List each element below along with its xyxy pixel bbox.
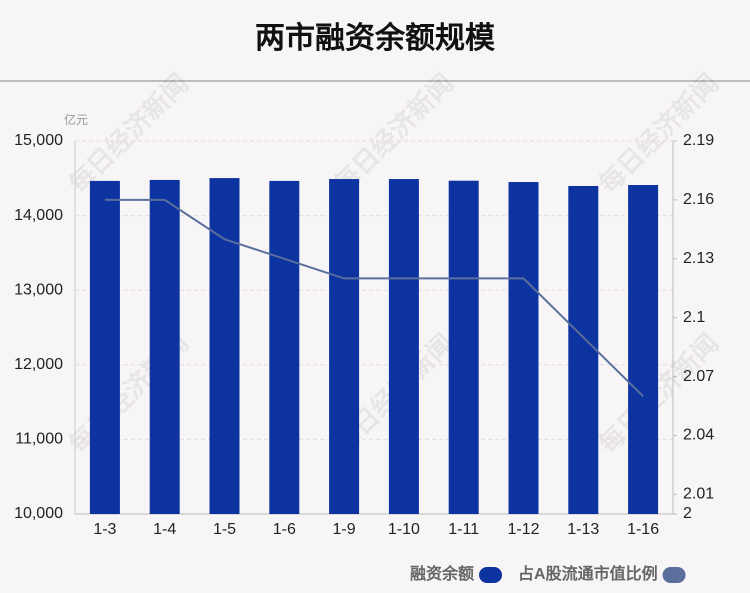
line bbox=[104, 198, 644, 397]
bar bbox=[89, 180, 120, 514]
y-unit: 亿元 bbox=[64, 112, 88, 127]
y2-tick-label: 2.16 bbox=[683, 191, 714, 208]
y2-tick-label: 2.1 bbox=[683, 309, 705, 326]
bar bbox=[628, 185, 659, 514]
y2-tick-label: 2.04 bbox=[683, 427, 714, 444]
x-tick-label: 1-11 bbox=[448, 521, 479, 538]
y2-tick-label: 2.13 bbox=[683, 250, 714, 267]
chart-title: 两市融资余额规模 bbox=[255, 21, 495, 55]
y-tick-label: 11,000 bbox=[15, 431, 63, 448]
y2-tick-label: 2 bbox=[683, 505, 692, 522]
bar bbox=[448, 180, 479, 514]
legend-swatch bbox=[662, 567, 686, 583]
legend-label: 占A股流通市值比例 bbox=[518, 564, 658, 583]
x-tick-label: 1-12 bbox=[507, 521, 539, 538]
bar bbox=[209, 178, 240, 514]
y2-tick-label: 2.07 bbox=[683, 368, 714, 385]
x-tick-label: 1-9 bbox=[333, 521, 356, 538]
x-tick-label: 1-13 bbox=[567, 521, 599, 538]
x-tick-label: 1-10 bbox=[388, 521, 420, 538]
bar bbox=[388, 179, 419, 514]
bar bbox=[568, 185, 599, 514]
legend-swatch bbox=[479, 567, 503, 583]
bar bbox=[149, 179, 180, 514]
y-tick-label: 10,000 bbox=[14, 505, 63, 522]
x-tick-label: 1-16 bbox=[627, 521, 659, 538]
x-tick-label: 1-4 bbox=[153, 521, 176, 538]
bar bbox=[508, 182, 539, 514]
y2-tick-label: 2.19 bbox=[683, 132, 714, 149]
x-tick-label: 1-3 bbox=[93, 521, 116, 538]
y-tick-label: 12,000 bbox=[14, 356, 63, 373]
x-tick-label: 1-5 bbox=[213, 521, 236, 538]
y-tick-label: 13,000 bbox=[14, 281, 63, 298]
y-tick-label: 15,000 bbox=[14, 132, 63, 149]
y-tick-label: 14,000 bbox=[14, 207, 63, 224]
bar bbox=[329, 179, 360, 514]
y2-tick-label: 2.01 bbox=[683, 486, 714, 503]
bar bbox=[269, 180, 300, 514]
x-tick-label: 1-6 bbox=[273, 521, 296, 538]
legend-label: 融资余额 bbox=[410, 564, 474, 583]
